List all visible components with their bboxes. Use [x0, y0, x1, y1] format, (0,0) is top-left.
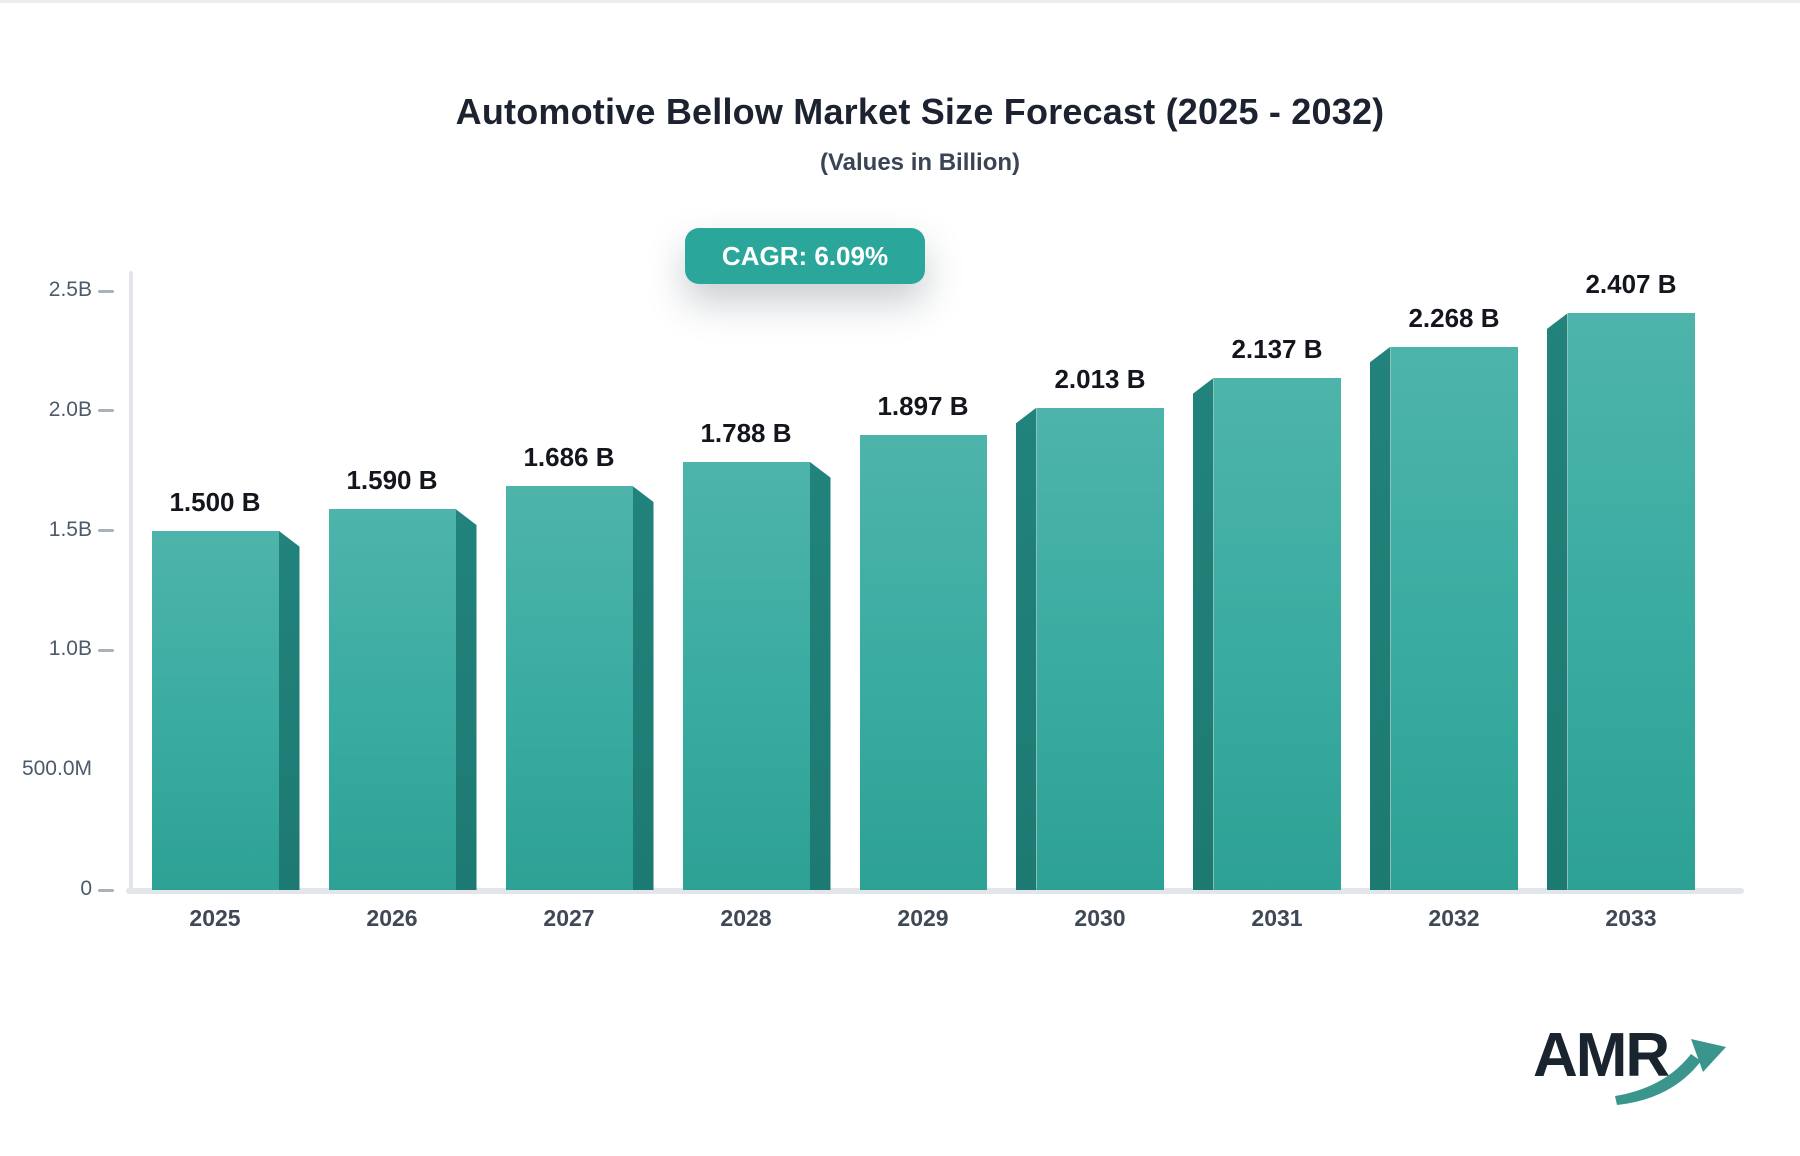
bar-value-label: 1.686 B	[523, 442, 615, 473]
amr-logo-text: AMR	[1533, 1021, 1670, 1090]
y-tick-label: 1.5B	[48, 517, 92, 541]
chart-title: Automotive Bellow Market Size Forecast (…	[455, 91, 1385, 132]
x-tick-label: 2025	[189, 905, 241, 931]
bar-value-label: 1.500 B	[169, 486, 261, 517]
bar-chart-plot: 2.5B 2.0B 1.5B 1.0B 500.0M 0 1.500 B 2025 1.590 …	[0, 3, 1800, 1156]
x-axis-line	[126, 888, 1744, 894]
x-tick-label: 2028	[720, 905, 772, 931]
bar-side-2028	[809, 461, 831, 890]
x-tick-label: 2027	[543, 905, 595, 931]
bar-2025	[151, 530, 279, 890]
y-tick-mark	[98, 529, 114, 533]
bar-2031	[1213, 377, 1341, 890]
growth-arrow-icon	[1615, 1039, 1726, 1105]
y-tick-mark	[98, 409, 114, 413]
bar-value-label: 1.788 B	[700, 417, 792, 448]
bar-2029	[859, 435, 987, 890]
chart-header: Automotive Bellow Market Size Forecast (…	[0, 91, 1800, 177]
bar-value-label: 2.013 B	[1054, 363, 1146, 394]
x-tick-label: 2033	[1605, 905, 1657, 931]
bar-side-2033	[1546, 313, 1568, 890]
bar-2032	[1390, 346, 1518, 890]
bar-value-label: 1.590 B	[346, 465, 438, 496]
y-tick-label: 1.0B	[48, 637, 92, 661]
bar-side-2031	[1192, 377, 1214, 890]
bar-value-label: 2.268 B	[1408, 302, 1500, 333]
bar-side-2032	[1369, 346, 1391, 890]
chart-subtitle: (Values in Billion)	[819, 149, 1021, 176]
bar-2033	[1567, 313, 1695, 890]
y-tick-label: 0	[80, 877, 92, 900]
bar-side-2027	[632, 486, 654, 890]
bar-side-2025	[278, 530, 300, 890]
y-tick-mark	[98, 888, 114, 892]
bar-2028	[682, 461, 810, 890]
x-tick-label: 2032	[1428, 905, 1480, 931]
y-tick-label: 2.5B	[48, 278, 92, 301]
y-tick-label: 500.0M	[21, 757, 92, 781]
bar-2030	[1036, 407, 1164, 890]
y-tick-mark	[98, 289, 114, 293]
x-tick-label: 2026	[366, 905, 418, 931]
bar-side-2030	[1015, 407, 1037, 890]
x-tick-label: 2029	[897, 905, 949, 931]
bar-value-label: 2.407 B	[1585, 269, 1677, 300]
cagr-badge: CAGR: 6.09%	[685, 228, 925, 284]
x-tick-label: 2031	[1251, 905, 1303, 931]
bar-side-2026	[455, 509, 477, 890]
y-axis-line	[129, 271, 133, 893]
bar-value-label: 1.897 B	[877, 391, 969, 422]
bar-value-label: 2.137 B	[1231, 333, 1323, 364]
y-tick-label: 2.0B	[48, 397, 92, 421]
y-tick-mark	[98, 648, 114, 652]
amr-logo: AMR	[1533, 1025, 1763, 1135]
x-tick-label: 2030	[1074, 905, 1126, 931]
bar-2026	[328, 509, 456, 890]
bar-2027	[505, 486, 633, 890]
